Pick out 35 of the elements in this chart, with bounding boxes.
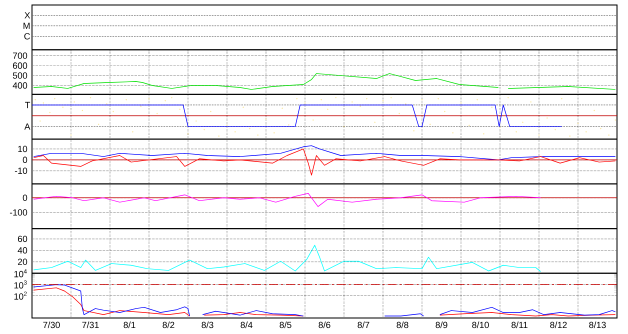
x-tick-label: 8/13 [589,322,606,328]
x-tick-label: 8/9 [436,322,448,328]
x-tick-label: 8/8 [396,322,408,328]
y-tick-label: -10 [14,168,28,174]
y-tick-label: 20 [18,258,28,265]
x-tick-label: 7/31 [82,322,99,328]
y-tick-label: 10$^{2}$ [14,292,27,300]
x-tick-label: 8/1 [124,322,136,328]
text: A [24,123,30,130]
text: X [24,12,30,18]
x-tick-label: 7/30 [43,322,60,328]
y-tick-label: 700 [12,52,28,59]
text: C [24,33,30,40]
x-tick-label: 8/10 [472,322,489,328]
y-tick-label: 10 [18,146,28,152]
x-tick-label: 8/11 [512,322,528,328]
x-tick-label: 8/2 [162,322,174,328]
x-tick-label: 8/4 [240,322,252,328]
x-tick-label: 8/12 [550,322,567,328]
x-tick-label: 8/7 [358,322,370,328]
x-tick-label: 8/5 [280,322,292,328]
y-tick-label: 0 [22,156,28,164]
y-tick-label: 400 [12,82,28,89]
x-tick-label: 8/3 [202,322,214,328]
y-tick-label: -100 [10,209,28,216]
y-tick-label: 10$^{4}$ [14,269,27,278]
y-tick-label: 500 [12,72,28,79]
y-tick-label: 40 [18,247,28,254]
y-tick-label: 0 [22,194,28,201]
text: T [25,102,30,108]
x-tick-label: 8/6 [318,322,330,328]
y-tick-label: 60 [18,236,28,242]
y-tick-label: 10$^{3}$ [14,280,27,289]
y-tick-label: 600 [12,62,28,69]
text: M [24,22,30,29]
